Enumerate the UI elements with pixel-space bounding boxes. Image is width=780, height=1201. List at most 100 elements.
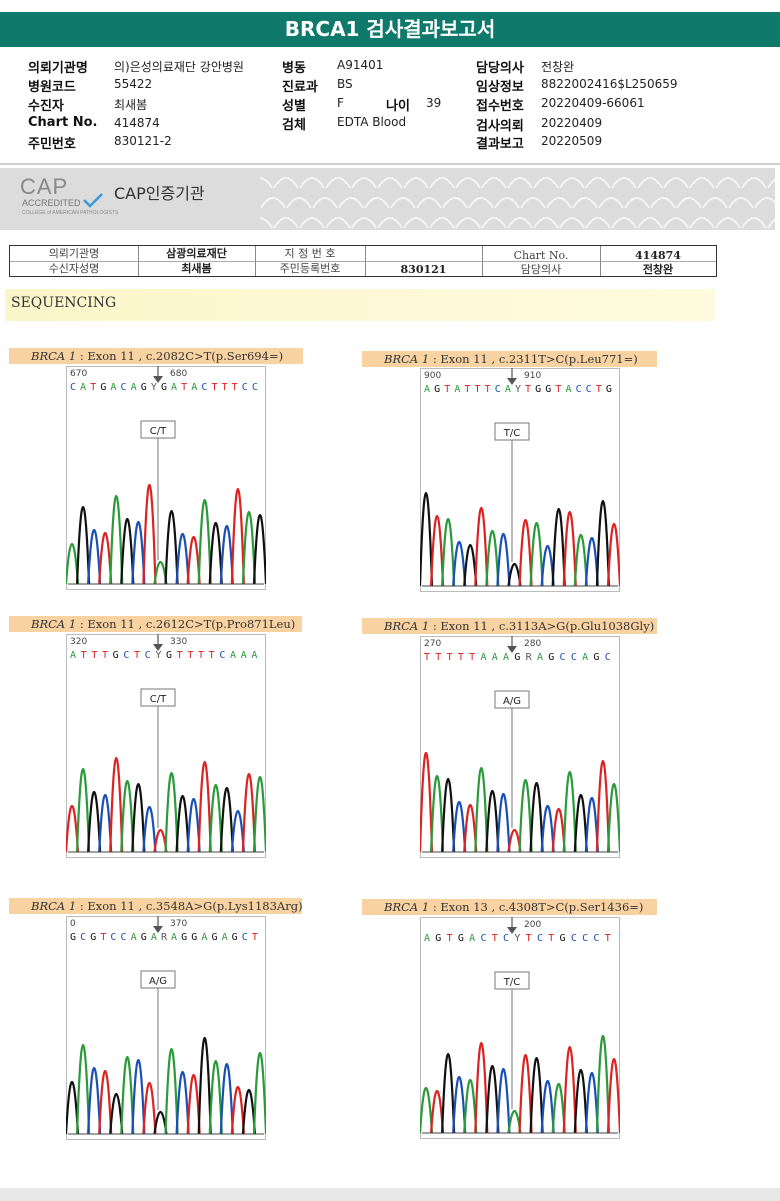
base-call: A bbox=[424, 384, 430, 395]
wave-curve bbox=[702, 197, 728, 209]
trace-peak bbox=[120, 1056, 135, 1135]
table-cell: 수신자성명 bbox=[48, 262, 100, 275]
base-call: G bbox=[435, 933, 441, 944]
table-cell: 지 정 번 호 bbox=[284, 247, 336, 260]
base-call: A bbox=[492, 652, 498, 663]
base-call: T bbox=[447, 652, 453, 663]
base-call: T bbox=[458, 652, 464, 663]
genotype-call: A/G bbox=[503, 696, 521, 707]
base-call: C bbox=[121, 382, 127, 393]
position-number: 910 bbox=[524, 371, 541, 381]
base-call: C bbox=[480, 933, 486, 944]
wave-curve bbox=[676, 197, 702, 209]
chromatogram-frame bbox=[420, 368, 620, 592]
variant-label: BRCA 1 : Exon 11 , c.3548A>G(p.Lys1183Ar… bbox=[9, 898, 303, 914]
trace-peak bbox=[529, 521, 544, 587]
wave-curve bbox=[325, 177, 351, 189]
trace-peak bbox=[595, 759, 611, 853]
wave-curve bbox=[390, 197, 416, 209]
trace-peak bbox=[142, 484, 157, 585]
gene-name: BRCA 1 bbox=[384, 900, 430, 914]
wave-curve bbox=[507, 177, 533, 189]
trace-peak bbox=[485, 530, 500, 587]
arrow-down-icon bbox=[153, 376, 163, 383]
trace-peak bbox=[540, 804, 555, 853]
header-label: 접수번호 bbox=[476, 99, 524, 114]
trace-peak bbox=[606, 1058, 620, 1134]
wave-curve bbox=[533, 177, 559, 189]
table-divider bbox=[482, 246, 483, 276]
wave-curve bbox=[403, 217, 429, 229]
wave-pattern-icon bbox=[260, 177, 775, 229]
wave-curve bbox=[754, 197, 775, 209]
base-call: T bbox=[90, 382, 96, 393]
base-call: A bbox=[171, 932, 177, 943]
wave-curve bbox=[260, 217, 273, 229]
trace-peak bbox=[496, 1067, 511, 1134]
base-call: C bbox=[70, 382, 76, 393]
base-call: T bbox=[211, 382, 217, 393]
header-label: 검체 bbox=[282, 118, 306, 133]
base-call: A bbox=[151, 932, 157, 943]
base-call: G bbox=[166, 650, 172, 661]
gene-name: BRCA 1 bbox=[384, 619, 430, 633]
wave-curve bbox=[416, 197, 442, 209]
trace-peak bbox=[518, 1054, 533, 1134]
base-call: T bbox=[187, 650, 193, 661]
gene-name: BRCA 1 bbox=[31, 349, 77, 363]
base-call: G bbox=[70, 932, 76, 943]
base-call: G bbox=[434, 384, 440, 395]
position-number: 330 bbox=[170, 637, 187, 647]
wave-curve bbox=[520, 197, 546, 209]
trace-peak bbox=[219, 525, 234, 585]
table-divider bbox=[600, 246, 601, 276]
wave-curve bbox=[611, 177, 637, 189]
table-divider bbox=[138, 246, 139, 276]
trace-peak bbox=[66, 1080, 80, 1135]
wave-curve bbox=[286, 197, 312, 209]
trace-peak bbox=[441, 778, 456, 853]
base-call: G bbox=[560, 933, 566, 944]
table-cell: 최새봄 bbox=[181, 262, 212, 275]
trace-peak bbox=[208, 783, 223, 853]
trace-peak bbox=[87, 791, 102, 853]
base-call: G bbox=[181, 932, 187, 943]
base-call: C bbox=[560, 652, 566, 663]
base-call: T bbox=[444, 384, 450, 395]
cap-title: CAP인증기관 bbox=[114, 184, 205, 203]
wave-curve bbox=[572, 197, 598, 209]
position-number: 280 bbox=[524, 639, 541, 649]
wave-curve bbox=[611, 217, 637, 229]
base-call: C bbox=[576, 384, 582, 395]
wave-curve bbox=[481, 217, 507, 229]
header-value: 20220409-66061 bbox=[541, 96, 645, 110]
trace-peak bbox=[452, 1076, 467, 1134]
genotype-call: T/C bbox=[503, 428, 520, 439]
trace-peak bbox=[98, 1069, 113, 1135]
base-call: C bbox=[80, 932, 86, 943]
trace-peak bbox=[551, 508, 566, 587]
base-call: T bbox=[548, 933, 554, 944]
base-call: A bbox=[110, 382, 116, 393]
header-label: 진료과 bbox=[282, 80, 318, 95]
trace-peak bbox=[420, 491, 434, 587]
header-label: 결과보고 bbox=[476, 137, 524, 152]
header-value: EDTA Blood bbox=[337, 115, 407, 129]
wave-curve bbox=[455, 217, 481, 229]
base-call: A bbox=[70, 650, 76, 661]
base-call: T bbox=[134, 650, 140, 661]
header-label: 병원코드 bbox=[28, 80, 76, 95]
header-label: 임상정보 bbox=[476, 80, 524, 95]
header-value: 830121-2 bbox=[114, 134, 172, 148]
header-label: 의뢰기관명 bbox=[28, 61, 88, 76]
trace-peak bbox=[441, 517, 456, 587]
base-call: A bbox=[424, 933, 430, 944]
base-call: C bbox=[123, 650, 129, 661]
report-title: BRCA1 검사결과보고서 bbox=[0, 12, 780, 47]
base-call: Y bbox=[514, 933, 520, 944]
base-call: G bbox=[90, 932, 96, 943]
base-call: T bbox=[475, 384, 481, 395]
variant-label: BRCA 1 : Exon 11 , c.2311T>C(p.Leu771=) bbox=[362, 351, 657, 367]
